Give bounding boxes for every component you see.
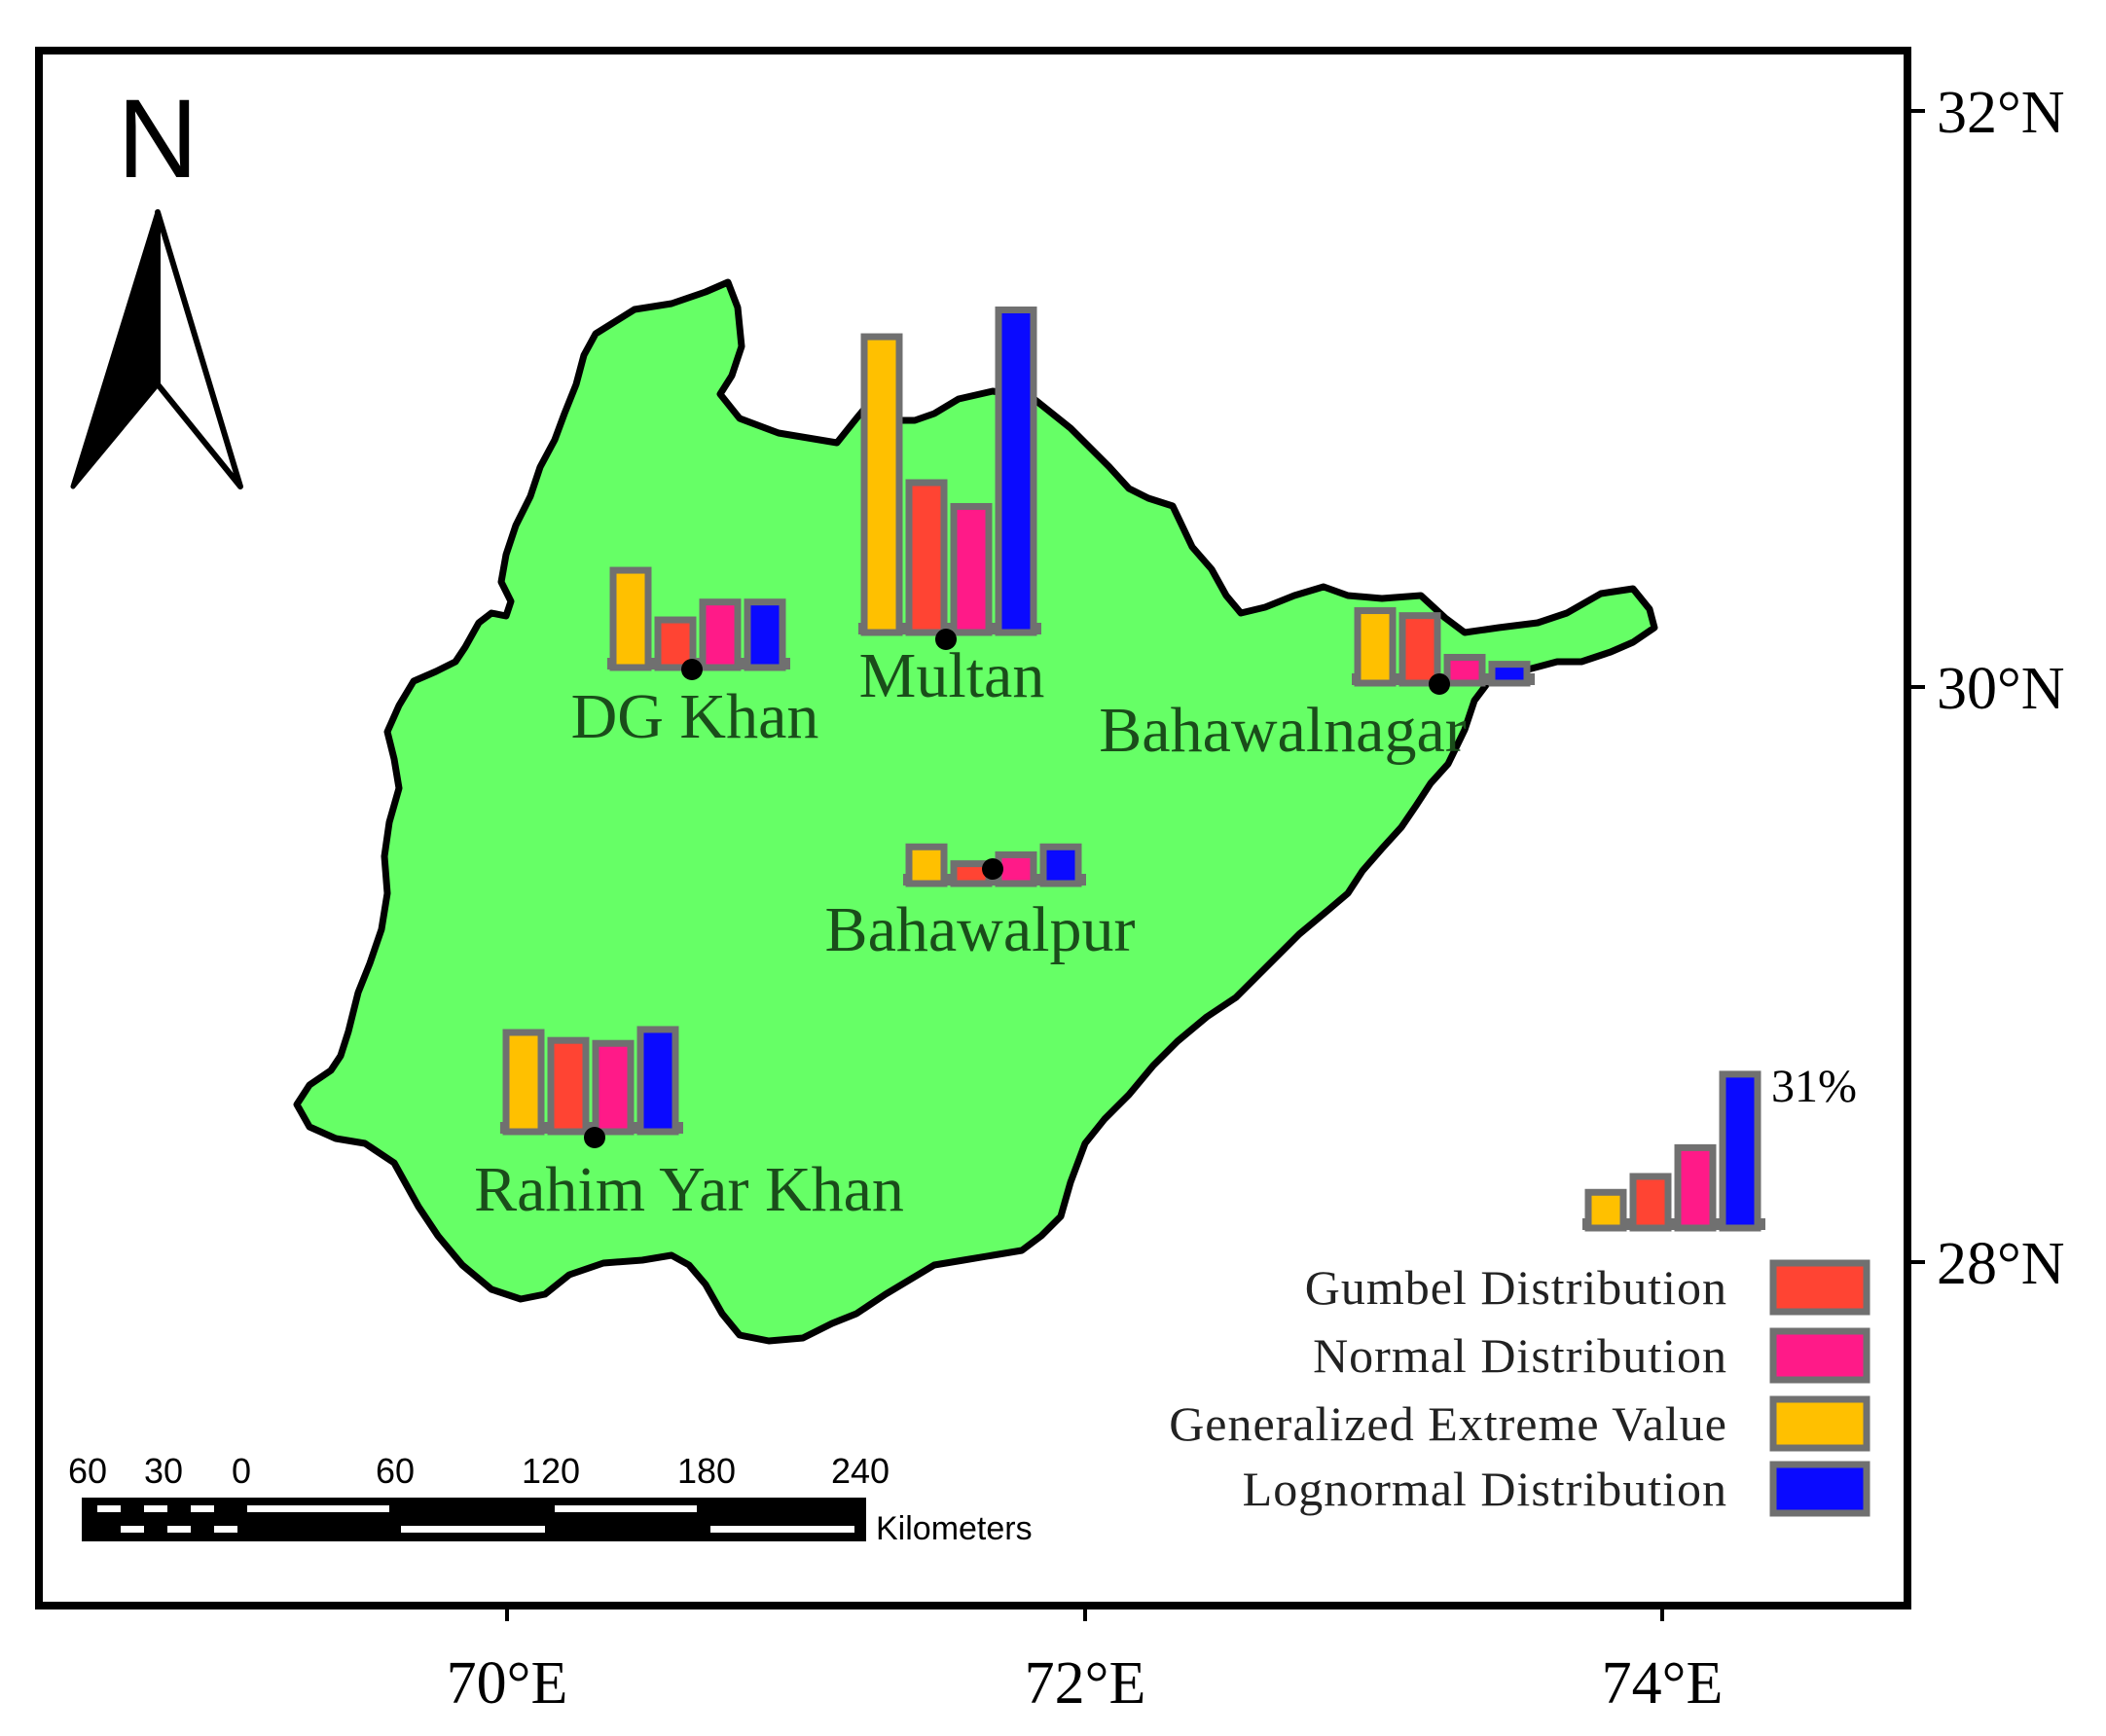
city-dg-khan-bar-gev [609, 566, 652, 671]
city-rahim-yar-khan-bar-lognormal [636, 1026, 679, 1136]
scale-seg [401, 1526, 545, 1533]
lon-label-72: 72°E [1025, 1650, 1146, 1717]
reference-bars [1582, 1070, 1765, 1232]
reference-bar-gev [1584, 1188, 1627, 1232]
scale-tick-label: 120 [522, 1451, 580, 1491]
city-bahawalnagar: Bahawalnagar [1099, 607, 1535, 766]
city-bahawalnagar-bar-gumbel [1398, 612, 1441, 687]
scale-seg [97, 1505, 121, 1512]
city-bahawalnagar-label: Bahawalnagar [1099, 695, 1466, 766]
city-bahawalnagar-bar-lognormal [1488, 661, 1531, 687]
north-arrow: N [70, 77, 243, 489]
city-multan-bar-gumbel [905, 479, 948, 636]
scale-seg [555, 1505, 697, 1512]
city-bahawalnagar-bar-normal [1443, 653, 1486, 687]
scale-tick-label: 60 [68, 1451, 107, 1491]
reference-bar-gumbel [1629, 1173, 1672, 1232]
scale-bar: 60 30 0 60 120 180 240 Kilometers [68, 1451, 1033, 1547]
city-dg-khan: DG Khan [571, 566, 819, 752]
scale-seg [710, 1526, 854, 1533]
city-bahawalnagar-marker [1429, 673, 1450, 695]
city-bahawalpur-label: Bahawalpur [825, 894, 1136, 965]
north-arrow-right-half [155, 209, 243, 489]
city-bahawalpur-bar-normal [995, 850, 1037, 887]
scale-unit-label: Kilometers [876, 1510, 1033, 1547]
lat-label-30: 30°N [1937, 656, 2065, 722]
north-arrow-label: N [117, 77, 198, 201]
legend-swatch-gev [1769, 1395, 1870, 1452]
city-bar-groups: DG Khan Multan Bahawalnagar Bahawalpur Rahim… [474, 307, 1535, 1225]
city-multan-bar-lognormal [995, 307, 1037, 636]
city-rahim-yar-khan-bar-normal [592, 1039, 635, 1136]
city-rahim-yar-khan-bar-gev [502, 1029, 545, 1136]
lon-label-74: 74°E [1602, 1650, 1724, 1717]
scale-tick-label: 240 [831, 1451, 890, 1491]
city-rahim-yar-khan-marker [584, 1127, 605, 1148]
legend: Gumbel Distribution Normal Distribution Ge… [1169, 1259, 1870, 1517]
city-dg-khan-label: DG Khan [571, 681, 819, 752]
city-multan: Multan [858, 307, 1045, 711]
legend-swatch-normal [1769, 1327, 1870, 1384]
reference-bar-label: 31% [1771, 1061, 1857, 1112]
city-multan-marker [935, 629, 957, 650]
reference-bars [1582, 1070, 1765, 1232]
city-rahim-yar-khan: Rahim Yar Khan [474, 1026, 904, 1225]
scale-seg [167, 1526, 191, 1533]
lat-label-28: 28°N [1937, 1231, 2065, 1297]
scale-tick-label: 180 [677, 1451, 736, 1491]
scale-bar-body [82, 1498, 866, 1541]
reference-bar-lognormal [1719, 1070, 1761, 1232]
city-bahawalpur-bar-lognormal [1039, 843, 1082, 887]
scale-seg [191, 1505, 214, 1512]
city-bahawalpur-bar-gev [905, 843, 948, 887]
scale-seg [214, 1526, 237, 1533]
scale-seg [144, 1505, 167, 1512]
legend-label-lognormal: Lognormal Distribution [1243, 1462, 1727, 1516]
legend-swatch-gumbel [1769, 1259, 1870, 1316]
legend-label-gev: Generalized Extreme Value [1169, 1396, 1727, 1451]
city-bahawalpur-bars [903, 843, 1086, 887]
city-multan-label: Multan [859, 640, 1045, 711]
city-bahawalpur-marker [982, 858, 1003, 880]
city-dg-khan-bar-normal [699, 598, 742, 671]
south-punjab-region [293, 278, 1658, 1345]
scale-tick-label: 30 [144, 1451, 183, 1491]
reference-bar-normal [1674, 1143, 1717, 1232]
city-dg-khan-bar-lognormal [744, 598, 786, 671]
legend-label-gumbel: Gumbel Distribution [1305, 1260, 1727, 1315]
city-multan-bar-gev [860, 333, 903, 636]
lat-label-32: 32°N [1937, 80, 2065, 146]
scale-tick-label: 60 [376, 1451, 415, 1491]
city-multan-bar-normal [950, 502, 993, 636]
scale-seg [247, 1505, 389, 1512]
city-multan-bars [858, 307, 1041, 636]
lon-label-70: 70°E [447, 1650, 568, 1717]
city-dg-khan-bar-gumbel [654, 616, 697, 671]
scale-tick-label: 0 [232, 1451, 251, 1491]
city-bahawalpur: Bahawalpur [825, 843, 1136, 965]
city-bahawalnagar-bar-gev [1354, 607, 1397, 687]
legend-swatch-lognormal [1769, 1461, 1870, 1517]
scale-seg [121, 1526, 144, 1533]
city-rahim-yar-khan-bar-gumbel [547, 1036, 590, 1136]
city-rahim-yar-khan-label: Rahim Yar Khan [474, 1154, 904, 1225]
legend-label-normal: Normal Distribution [1313, 1328, 1727, 1383]
city-dg-khan-marker [681, 659, 703, 680]
